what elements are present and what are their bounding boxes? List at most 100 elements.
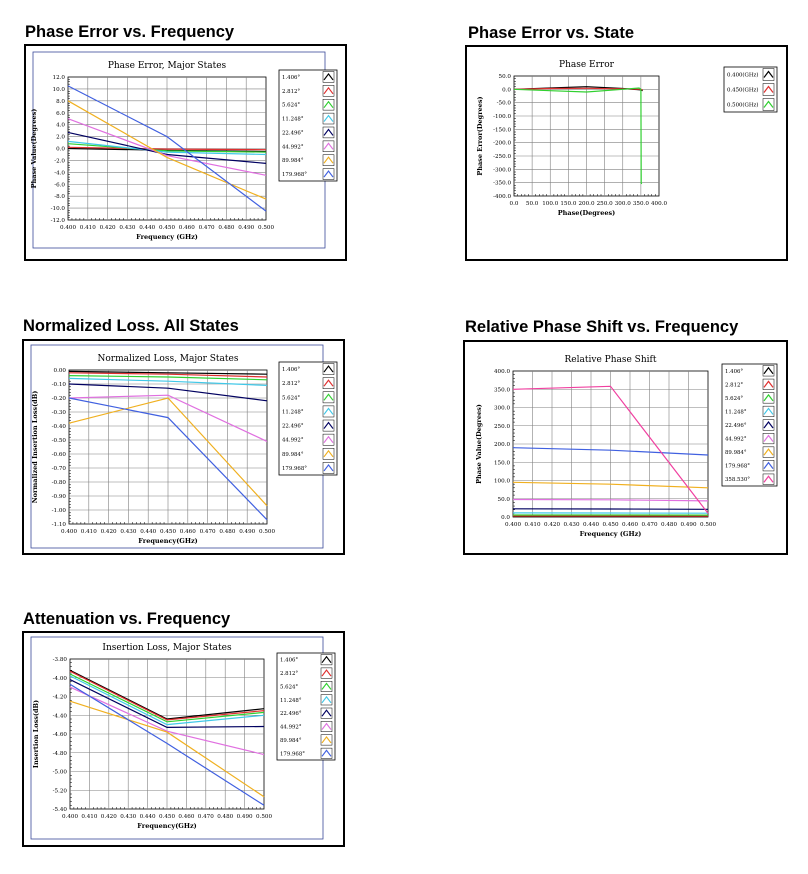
legend-swatch xyxy=(322,462,335,474)
legend-label: 1.406° xyxy=(282,75,300,81)
series-line xyxy=(69,673,265,723)
legend-label: 0.450(GHz) xyxy=(727,87,759,94)
legend-swatch-mark xyxy=(763,407,774,415)
legend-swatch-mark xyxy=(763,421,774,429)
y-tick-label: -200.0 xyxy=(493,141,511,147)
legend-label: 2.812° xyxy=(280,671,298,677)
y-tick-label: -10.0 xyxy=(51,206,66,212)
x-tick-label: 0.470 xyxy=(198,814,214,820)
legend-swatch-mark xyxy=(323,421,334,429)
series-line xyxy=(69,679,265,729)
x-tick-label: 0.420 xyxy=(100,225,116,231)
legend-label: 1.406° xyxy=(725,369,743,375)
y-tick-label: 2.0 xyxy=(56,135,65,141)
legend-swatch-mark xyxy=(323,379,334,387)
series-line xyxy=(68,372,268,378)
legend-swatch-mark xyxy=(763,366,774,375)
x-tick-label: 0.450 xyxy=(159,814,175,820)
x-tick-label: 0.500 xyxy=(256,814,272,820)
y-tick-label: -4.40 xyxy=(53,713,68,719)
y-tick-label: -1.10 xyxy=(52,522,67,528)
x-tick-label: 0.480 xyxy=(219,529,235,535)
legend-swatch-mark xyxy=(323,449,334,458)
x-axis-label: Frequency(GHz) xyxy=(138,537,197,545)
legend-swatch xyxy=(762,83,775,96)
legend-swatch-mark xyxy=(321,749,332,757)
legend-label: 179.968° xyxy=(725,464,750,470)
series-line xyxy=(68,383,268,402)
x-tick-label: 0.490 xyxy=(239,529,255,535)
x-tick-label: 0.430 xyxy=(120,529,136,535)
series-line xyxy=(512,447,709,456)
legend-swatch xyxy=(762,68,775,81)
legend-swatch-mark xyxy=(321,722,332,730)
legend-swatch xyxy=(322,126,335,139)
y-tick-label: -0.50 xyxy=(52,438,67,444)
y-tick-label: 200.0 xyxy=(494,442,510,448)
y-tick-label: -250.0 xyxy=(493,154,511,160)
legend-swatch xyxy=(320,654,333,666)
x-tick-label: 150.0 xyxy=(560,201,576,207)
y-tick-label: 0.0 xyxy=(501,515,510,521)
legend-swatch-mark xyxy=(321,709,332,717)
legend-swatch-mark xyxy=(323,393,334,401)
legend-label: 179.968° xyxy=(280,751,305,757)
x-tick-label: 0.440 xyxy=(583,522,599,528)
legend-label: 0.400(GHz) xyxy=(727,72,759,79)
y-tick-label: 300.0 xyxy=(494,406,510,412)
legend-label: 179.968° xyxy=(282,466,307,472)
x-tick-label: 350.0 xyxy=(633,201,649,207)
series-line xyxy=(69,700,265,798)
series-line xyxy=(67,143,267,153)
x-tick-label: 0.420 xyxy=(101,814,117,820)
y-tick-label: 150.0 xyxy=(494,460,510,466)
x-tick-label: 400.0 xyxy=(651,201,667,207)
y-tick-label: 10.0 xyxy=(53,87,66,93)
x-tick-label: 0.500 xyxy=(700,522,716,528)
series-line xyxy=(68,377,268,386)
legend-swatch-mark xyxy=(323,407,334,415)
x-tick-label: 0.430 xyxy=(563,522,579,528)
legend-swatch xyxy=(322,433,335,446)
x-tick-label: 0.470 xyxy=(199,225,215,231)
legend-label: 22.496° xyxy=(725,423,747,429)
y-tick-label: -3.80 xyxy=(53,657,68,663)
y-tick-label: 350.0 xyxy=(494,387,510,393)
legend-swatch xyxy=(322,85,335,97)
legend-swatch xyxy=(762,405,775,417)
x-tick-label: 0.460 xyxy=(622,522,638,528)
legend-swatch xyxy=(322,377,335,389)
y-tick-label: 100.0 xyxy=(494,479,510,485)
legend-swatch xyxy=(320,667,333,679)
x-tick-label: 0.400 xyxy=(61,529,77,535)
chart-panel-relative-phase-shift: Relative Phase Shift 0.400 0.410 0.420 0.430… xyxy=(463,340,788,555)
legend-label: 22.496° xyxy=(280,711,302,717)
y-tick-label: -400.0 xyxy=(493,194,511,200)
x-tick-label: 0.430 xyxy=(119,225,135,231)
chart-title: Relative Phase Shift xyxy=(565,355,657,365)
legend-label: 44.992° xyxy=(280,725,302,731)
legend-label: 2.812° xyxy=(725,382,743,388)
series-line xyxy=(69,683,265,806)
y-tick-label: -4.20 xyxy=(53,695,68,701)
legend-swatch xyxy=(322,112,335,125)
x-tick-label: 0.410 xyxy=(81,814,97,820)
legend-swatch-mark xyxy=(321,695,332,704)
legend-swatch-mark xyxy=(763,434,774,442)
legend-swatch xyxy=(762,473,775,485)
legend-label: 5.624° xyxy=(280,684,298,690)
legend-swatch xyxy=(322,363,335,375)
legend-label: 5.624° xyxy=(282,103,300,109)
y-axis-label: Phase Value(Degrees) xyxy=(30,109,38,189)
series-line xyxy=(67,146,267,151)
y-tick-label: -350.0 xyxy=(493,181,511,187)
y-tick-label: -8.0 xyxy=(54,194,65,200)
legend-label: 5.624° xyxy=(725,396,743,402)
x-tick-label: 0.450 xyxy=(159,225,175,231)
y-tick-label: -0.10 xyxy=(52,382,67,388)
legend-swatch xyxy=(762,392,775,404)
legend-swatch xyxy=(320,747,333,759)
series-line xyxy=(69,686,265,756)
x-tick-label: 0.0 xyxy=(510,201,519,207)
y-tick-label: -5.40 xyxy=(53,807,68,813)
